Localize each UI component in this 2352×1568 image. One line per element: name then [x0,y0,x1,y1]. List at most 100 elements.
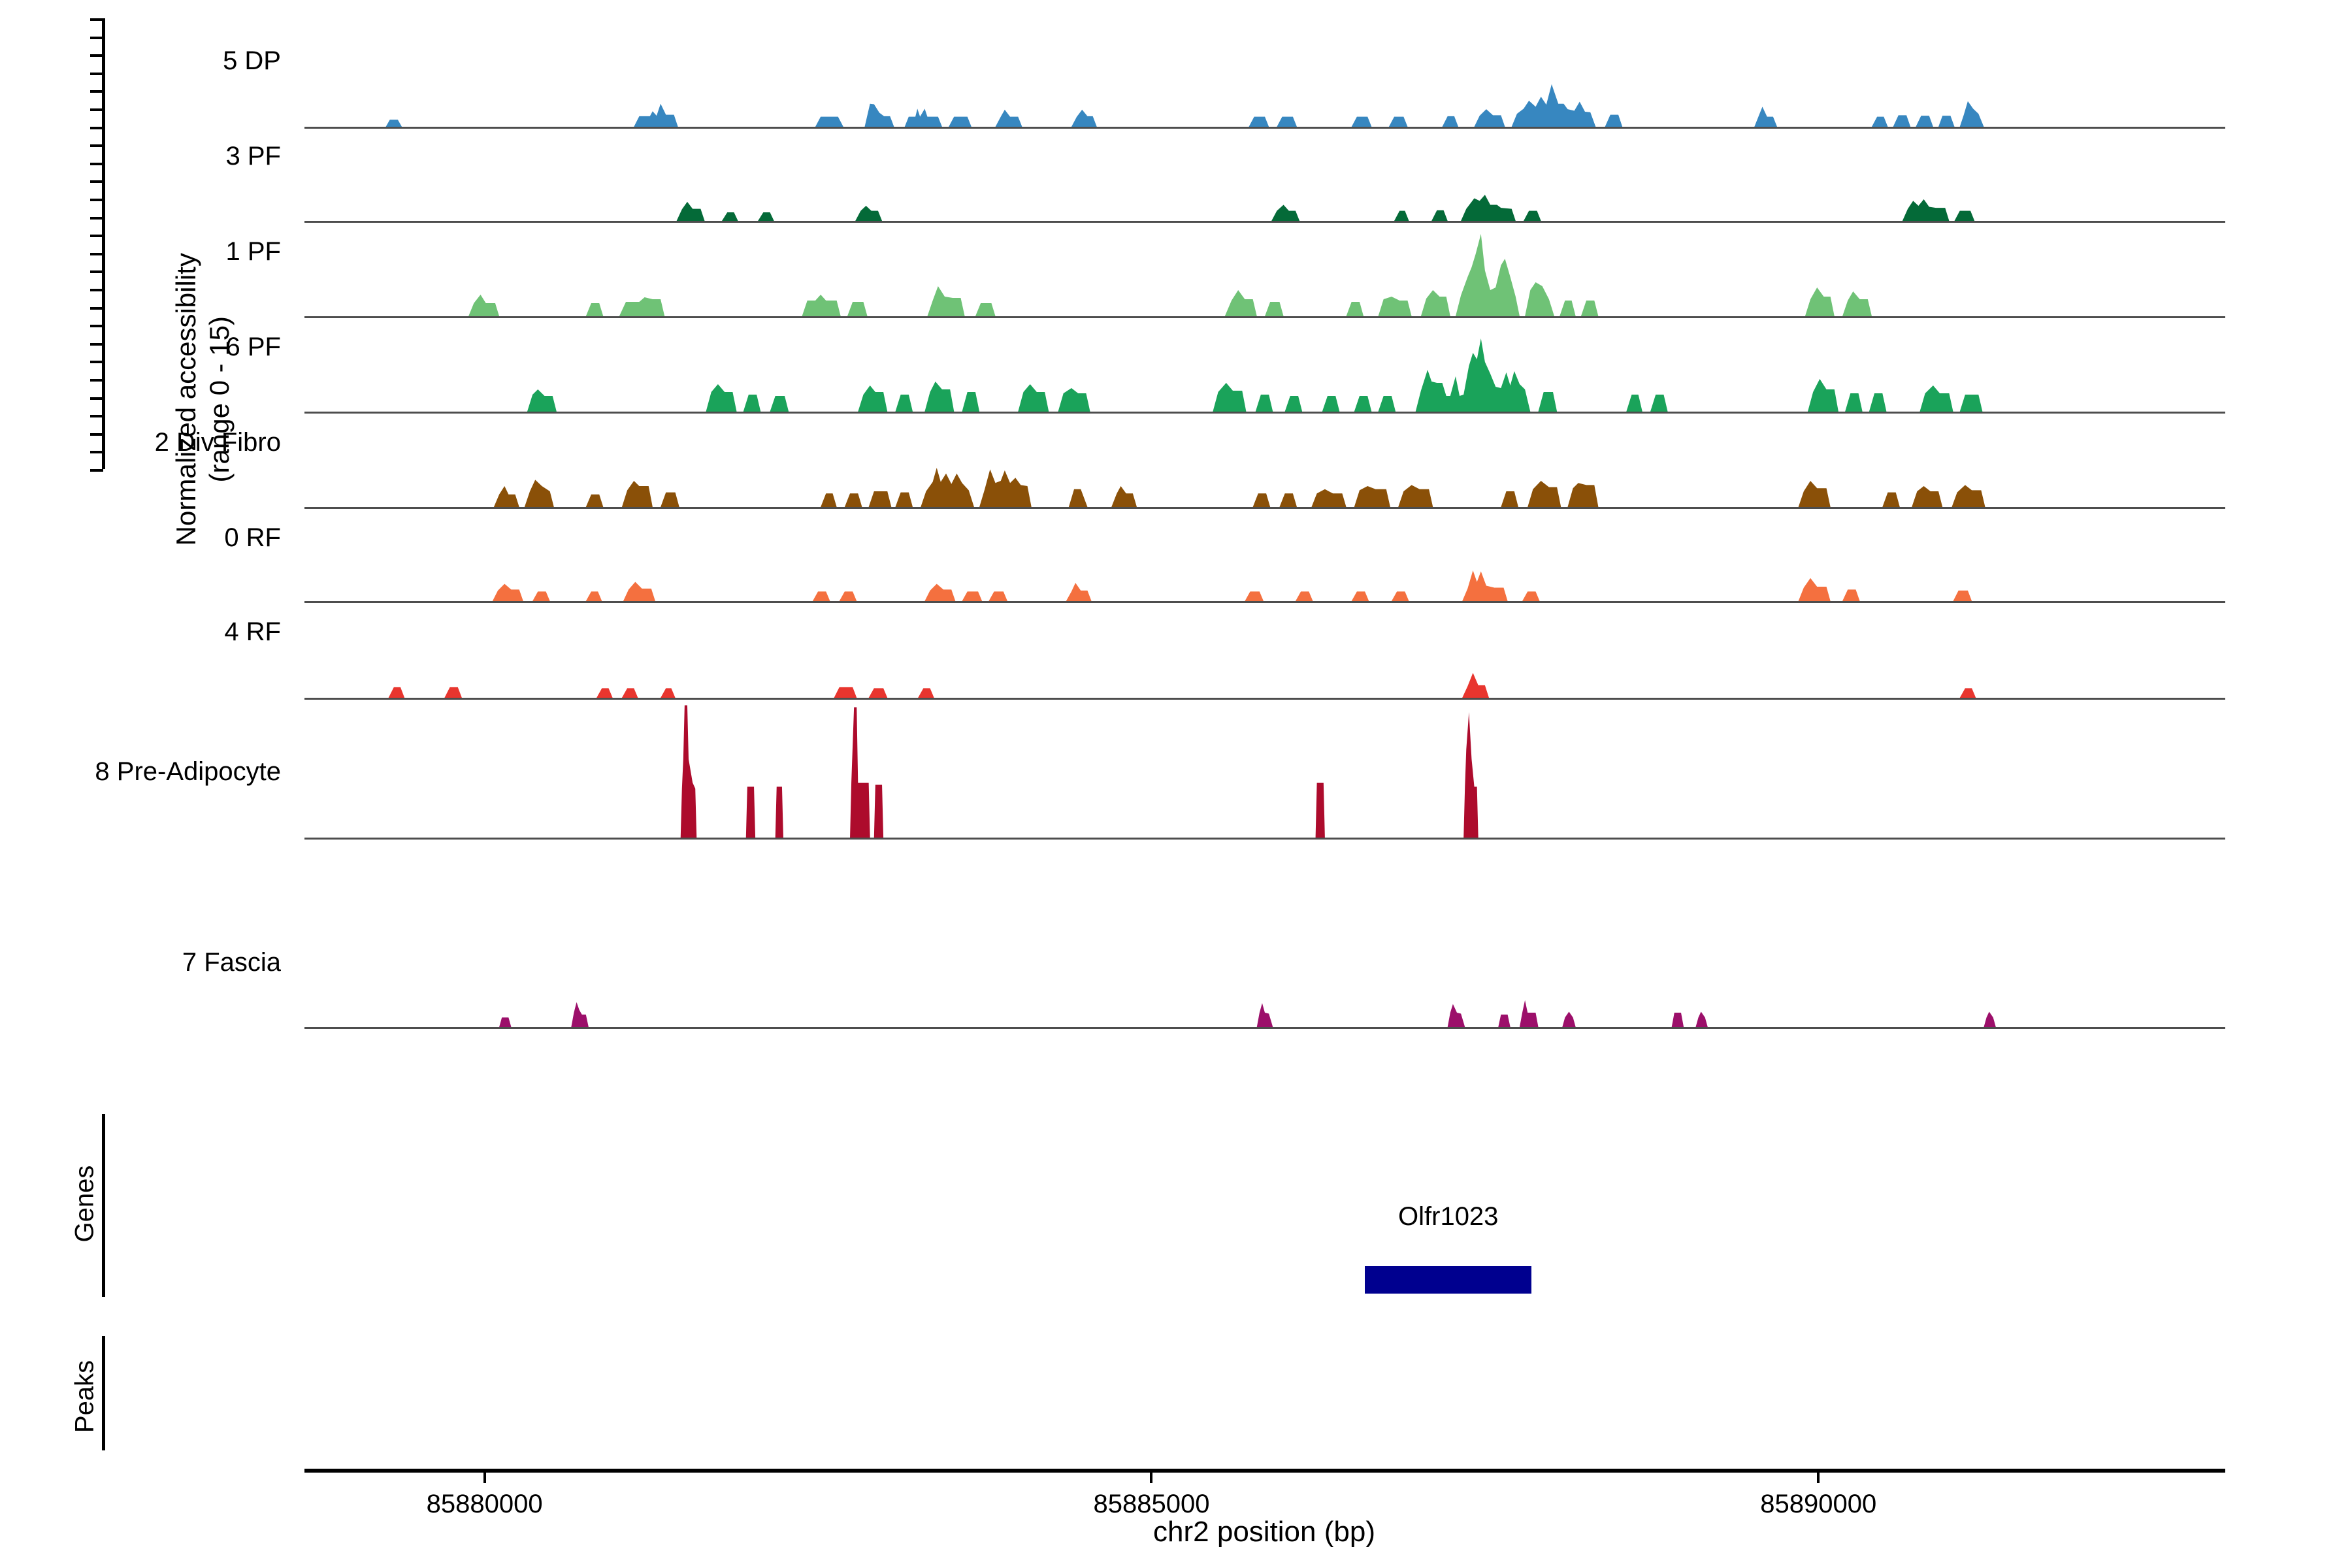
coverage-peak [988,591,1007,601]
coverage-peak [1058,388,1090,412]
y-axis-tick [90,325,103,328]
coverage-peak [1562,1011,1576,1027]
coverage-peak [1068,489,1088,507]
coverage-peak [1902,199,1950,221]
coverage-peak [1252,493,1271,507]
coverage-peak [1071,109,1097,127]
coverage-peak [661,492,679,507]
track-baseline [304,316,2225,318]
coverage-peak [1018,384,1049,412]
coverage-peak [1415,338,1531,412]
track-coverage-0-rf [492,570,1972,601]
coverage-peak [1626,395,1642,412]
track-coverage-8-pre-adipocyte [680,705,1478,838]
coverage-peak [1213,383,1247,412]
y-axis-tick [90,469,103,472]
coverage-peak [1501,491,1518,507]
coverage-peak [962,591,983,601]
coverage-peak [1066,583,1092,601]
coverage-peak [634,103,678,127]
coverage-peak [1474,109,1505,127]
coverage-peak [1277,116,1297,127]
coverage-peak [1351,591,1369,601]
coverage-peak [834,687,857,698]
coverage-peak [1984,1011,1996,1027]
coverage-peak [1959,395,1983,412]
tracks-axis-spine [102,18,105,469]
y-axis-tick [90,252,103,255]
coverage-peak [864,103,894,127]
coverage-peak [1754,106,1777,127]
x-axis-tick [1150,1471,1153,1483]
coverage-peak [1447,1004,1465,1027]
coverage-peak [868,688,888,698]
y-axis-tick [90,108,103,111]
coverage-peak [812,591,830,601]
coverage-peak [979,469,1032,507]
track-label-2-div-fibro: 2 Div Fibro [154,428,281,457]
x-axis-tick [1817,1471,1820,1483]
coverage-peak [949,116,972,127]
y-axis-tick [90,289,103,291]
coverage-peak [839,591,857,601]
y-axis-tick [90,342,103,346]
coverage-peak [499,1017,512,1027]
coverage-peak [1511,84,1596,127]
coverage-peak [895,492,913,507]
coverage-peak [1842,291,1872,316]
genes-section-label: Genes [70,1165,99,1243]
track-baseline [304,838,2225,840]
coverage-peak [1519,1000,1539,1027]
track-label-7-fascia: 7 Fascia [182,948,281,977]
coverage-peak [1952,485,1985,507]
coverage-peak [815,116,843,127]
coverage-peak [1462,672,1489,698]
coverage-peak [1524,210,1541,221]
coverage-peak [1442,116,1459,127]
coverage-peak [844,493,862,507]
coverage-peak [1560,301,1576,316]
coverage-peak [1315,783,1325,838]
coverage-peak [623,581,655,601]
coverage-peak [743,395,761,412]
gene-name-label: Olfr1023 [1398,1202,1499,1231]
coverage-peak [1420,290,1450,316]
track-baseline [304,127,2225,129]
coverage-peak [621,481,653,507]
coverage-peak [1431,210,1448,221]
y-axis-tick [90,451,103,454]
coverage-peak [1398,485,1433,507]
coverage-peak [1959,101,1984,127]
coverage-peak [1959,688,1976,698]
y-axis-tick [90,126,103,129]
coverage-peak [1527,481,1561,507]
coverage-peak [868,491,892,507]
track-baseline [304,1027,2225,1029]
coverage-peak [1271,204,1300,221]
y-axis-tick [90,397,103,400]
gene-body[interactable] [1365,1266,1532,1294]
coverage-peak [385,120,402,127]
x-axis-title: chr2 position (bp) [1153,1516,1375,1548]
coverage-peak [1295,591,1313,601]
peaks-panel-rule [102,1336,105,1450]
coverage-peak [444,687,462,698]
coverage-peak [1919,385,1953,412]
coverage-peak [995,109,1022,127]
coverage-peak [1394,210,1409,221]
coverage-peak [927,286,965,316]
track-coverage-1-pf [468,234,1872,316]
coverage-peak [745,787,756,838]
coverage-peak [1916,116,1933,127]
y-axis-tick [90,36,103,39]
coverage-peak [680,705,697,838]
coverage-peak [770,396,789,412]
coverage-peak [1605,114,1623,127]
track-coverage-6-pf [527,338,1983,412]
genes-panel-rule [102,1114,105,1297]
y-axis-tick [90,361,103,364]
coverage-peak [1525,282,1555,316]
coverage-peak [661,688,676,698]
coverage-peak [847,302,868,316]
